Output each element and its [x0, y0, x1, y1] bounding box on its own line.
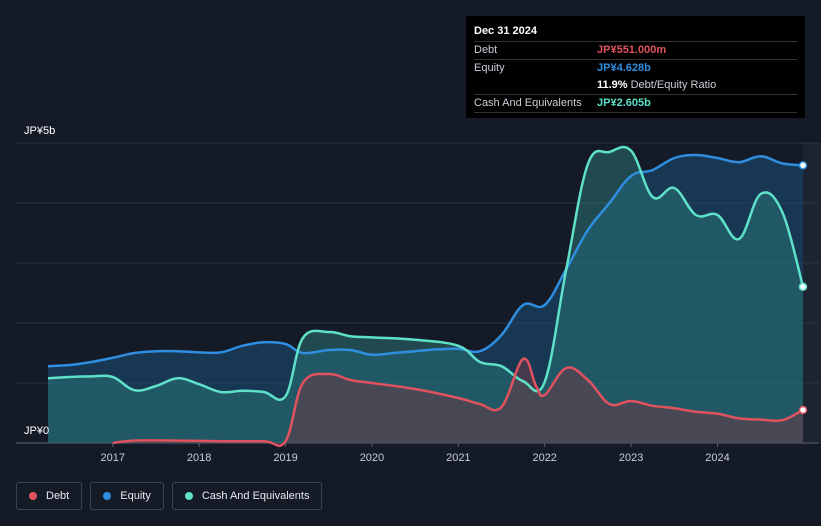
- legend-debt-label: Debt: [46, 490, 70, 502]
- legend-item-equity[interactable]: Equity: [90, 482, 164, 510]
- tooltip-debt-value: JP¥551.000m: [597, 44, 667, 56]
- debt-end-marker: [798, 405, 808, 415]
- tooltip-row-equity: Equity JP¥4.628b: [474, 59, 797, 77]
- y-axis-top-label: JP¥5b: [24, 125, 56, 137]
- y-axis-bottom-label: JP¥0: [24, 425, 50, 437]
- tooltip-row-ratio: 11.9% Debt/Equity Ratio: [474, 77, 797, 94]
- tooltip-row-debt: Debt JP¥551.000m: [474, 41, 797, 59]
- x-tick-label: 2022: [532, 452, 556, 464]
- x-tick-label: 2024: [705, 452, 729, 464]
- x-tick-label: 2018: [187, 452, 211, 464]
- legend-item-cash[interactable]: Cash And Equivalents: [171, 482, 323, 510]
- debt-dot-icon: [29, 492, 37, 500]
- tooltip-ratio-value: 11.9%: [597, 79, 628, 91]
- x-tick-label: 2023: [619, 452, 643, 464]
- debt-line: [112, 357, 804, 448]
- hover-shade: [803, 143, 821, 443]
- tooltip-date: Dec 31 2024: [474, 25, 537, 37]
- debt-area: [112, 358, 803, 446]
- chart-legend: Debt Equity Cash And Equivalents: [16, 482, 323, 510]
- legend-equity-label: Equity: [120, 490, 151, 502]
- tooltip-ratio-label: Debt/Equity Ratio: [630, 79, 717, 91]
- tooltip-equity-label: Equity: [474, 62, 505, 74]
- chart-tooltip: Dec 31 2024 Debt JP¥551.000m Equity JP¥4…: [466, 16, 805, 118]
- x-tick-label: 2020: [360, 452, 384, 464]
- legend-item-debt[interactable]: Debt: [16, 482, 83, 510]
- cash-and-equivalents-end-marker: [798, 282, 808, 291]
- equity-dot-icon: [103, 492, 112, 500]
- tooltip-cash-label: Cash And Equivalents: [474, 97, 582, 109]
- tooltip-equity-value: JP¥4.628b: [597, 62, 651, 74]
- equity-end-marker: [798, 161, 808, 170]
- cash-dot-icon: [184, 492, 193, 500]
- x-tick-label: 2017: [101, 452, 125, 464]
- cash-and-equivalents-area: [48, 146, 803, 444]
- x-tick-label: 2021: [446, 452, 470, 464]
- x-tick-label: 2019: [273, 452, 297, 464]
- tooltip-cash-value: JP¥2.605b: [597, 97, 651, 109]
- cash-and-equivalents-line: [47, 145, 805, 402]
- equity-line: [47, 153, 804, 368]
- tooltip-debt-label: Debt: [474, 44, 498, 56]
- tooltip-row-cash: Cash And Equivalents JP¥2.605b: [474, 94, 797, 112]
- legend-cash-label: Cash And Equivalents: [201, 490, 310, 502]
